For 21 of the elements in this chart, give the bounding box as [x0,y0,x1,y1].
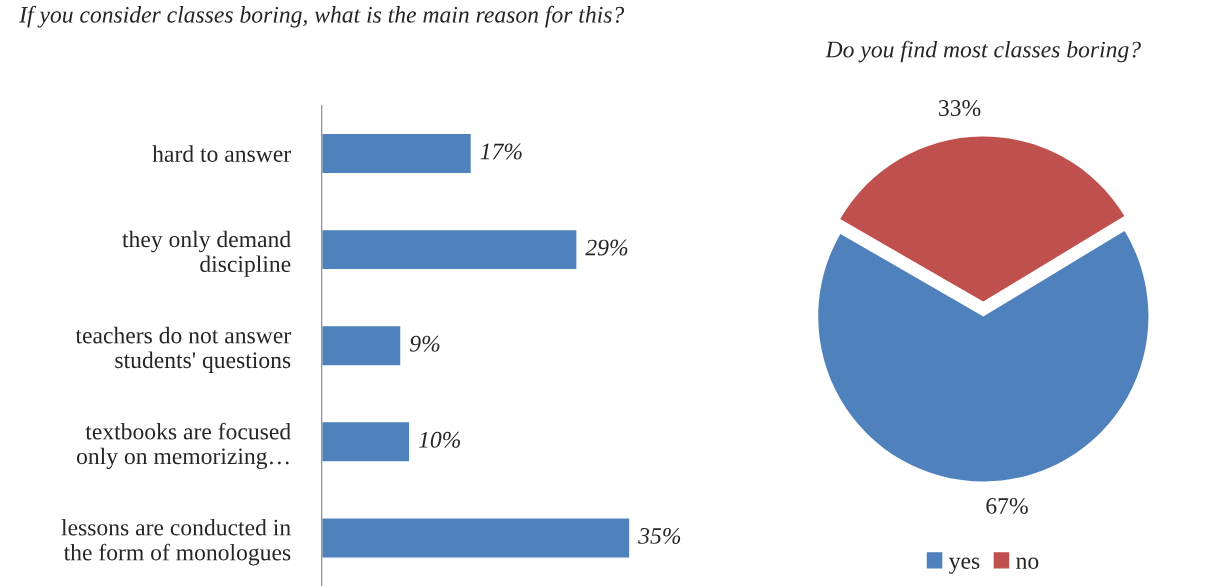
y-tick-label: teachers do not answer students' questions [75,326,291,373]
legend-label: yes [949,557,980,574]
data-label: 33% [939,100,981,117]
bar [321,517,631,559]
bar [321,324,402,367]
data-label: 67% [986,497,1028,514]
chart-title: If you consider classes boring, what is the main reason for this? [19,5,625,28]
legend-label: no [1016,557,1039,569]
data-label: 9% [409,335,440,352]
bar [321,228,578,271]
data-label: 29% [585,239,628,256]
data-label: 10% [418,431,461,448]
y-tick-label: textbooks are focused only on memorizing… [76,422,291,470]
y-tick-label: hard to answer [152,145,291,162]
y-tick-label: they only demand discipline [122,230,291,277]
chart-title: Do you find most classes boring? [825,40,1141,63]
bar [321,420,411,463]
y-tick-label: lessons are conducted in the form of monologues [61,518,291,566]
data-label: 17% [480,143,522,160]
bar [321,132,473,175]
data-label: 35% [638,527,681,544]
